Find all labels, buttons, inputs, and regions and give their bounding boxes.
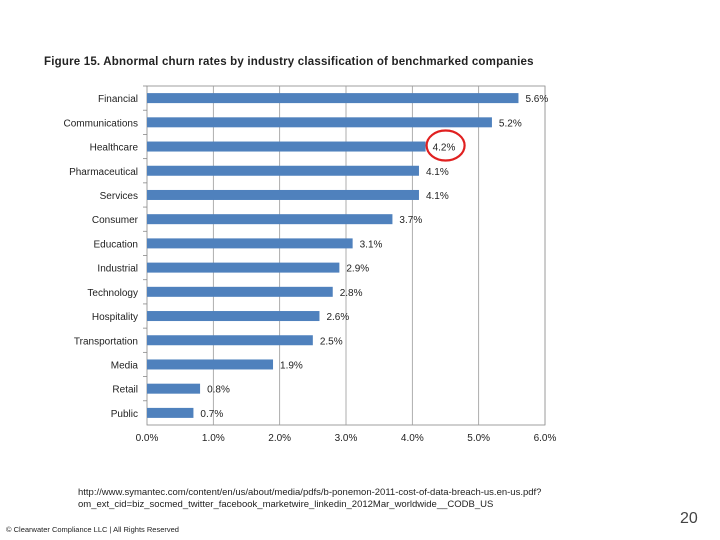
bar bbox=[147, 238, 353, 249]
bar bbox=[147, 189, 419, 200]
bar-chart: 0.0% 1.0% 2.0% 3.0% 4.0% 5.0% 6.0% Financial 5.6… bbox=[64, 85, 557, 444]
category-label: Retail bbox=[112, 385, 138, 396]
data-label: 0.8% bbox=[207, 385, 230, 396]
category-label: Communications bbox=[64, 118, 138, 129]
data-label: 4.2% bbox=[433, 143, 456, 154]
x-tick-label: 2.0% bbox=[268, 433, 291, 444]
bar bbox=[147, 335, 313, 346]
source-url: http://www.symantec.com/content/en/us/ab… bbox=[78, 487, 542, 510]
bar bbox=[147, 359, 274, 370]
x-tick-label: 4.0% bbox=[401, 433, 424, 444]
x-tick-label: 1.0% bbox=[202, 433, 225, 444]
category-label: Transportation bbox=[74, 336, 138, 347]
bar bbox=[147, 407, 194, 418]
bar bbox=[147, 214, 393, 225]
category-label: Industrial bbox=[97, 264, 138, 275]
category-label: Consumer bbox=[92, 215, 139, 226]
highlight-circle bbox=[425, 129, 466, 162]
data-label: 2.6% bbox=[326, 312, 349, 323]
page-number: 20 bbox=[680, 510, 698, 527]
x-tick-label: 3.0% bbox=[335, 433, 358, 444]
bar bbox=[147, 93, 519, 104]
data-label: 4.1% bbox=[426, 191, 449, 202]
category-label: Media bbox=[111, 360, 139, 371]
data-label: 2.9% bbox=[346, 264, 369, 275]
category-label: Hospitality bbox=[92, 312, 138, 323]
category-label: Services bbox=[100, 191, 138, 202]
chart-title: Figure 15. Abnormal churn rates by indus… bbox=[44, 56, 534, 68]
data-label: 5.2% bbox=[499, 118, 522, 129]
bar bbox=[147, 286, 333, 297]
bar bbox=[147, 165, 419, 176]
x-tick-label: 0.0% bbox=[136, 433, 159, 444]
category-label: Financial bbox=[98, 94, 138, 105]
bar bbox=[147, 141, 426, 152]
category-label: Pharmaceutical bbox=[69, 167, 138, 178]
data-label: 4.1% bbox=[426, 167, 449, 178]
category-label: Public bbox=[111, 409, 138, 420]
data-label: 5.6% bbox=[525, 94, 548, 105]
data-label: 2.5% bbox=[320, 336, 343, 347]
bar bbox=[147, 383, 201, 394]
x-tick-label: 5.0% bbox=[467, 433, 490, 444]
data-label: 2.8% bbox=[340, 288, 363, 299]
data-label: 3.1% bbox=[360, 239, 383, 250]
category-label: Healthcare bbox=[90, 143, 139, 154]
x-tick-label: 6.0% bbox=[534, 433, 557, 444]
category-label: Education bbox=[94, 239, 138, 250]
data-label: 1.9% bbox=[280, 360, 303, 371]
copyright-footer: © Clearwater Compliance LLC | All Rights… bbox=[6, 525, 179, 534]
bar bbox=[147, 311, 320, 322]
category-label: Technology bbox=[87, 288, 138, 299]
data-label: 3.7% bbox=[399, 215, 422, 226]
data-label: 0.7% bbox=[200, 409, 223, 420]
bar bbox=[147, 117, 492, 128]
bar bbox=[147, 262, 340, 273]
